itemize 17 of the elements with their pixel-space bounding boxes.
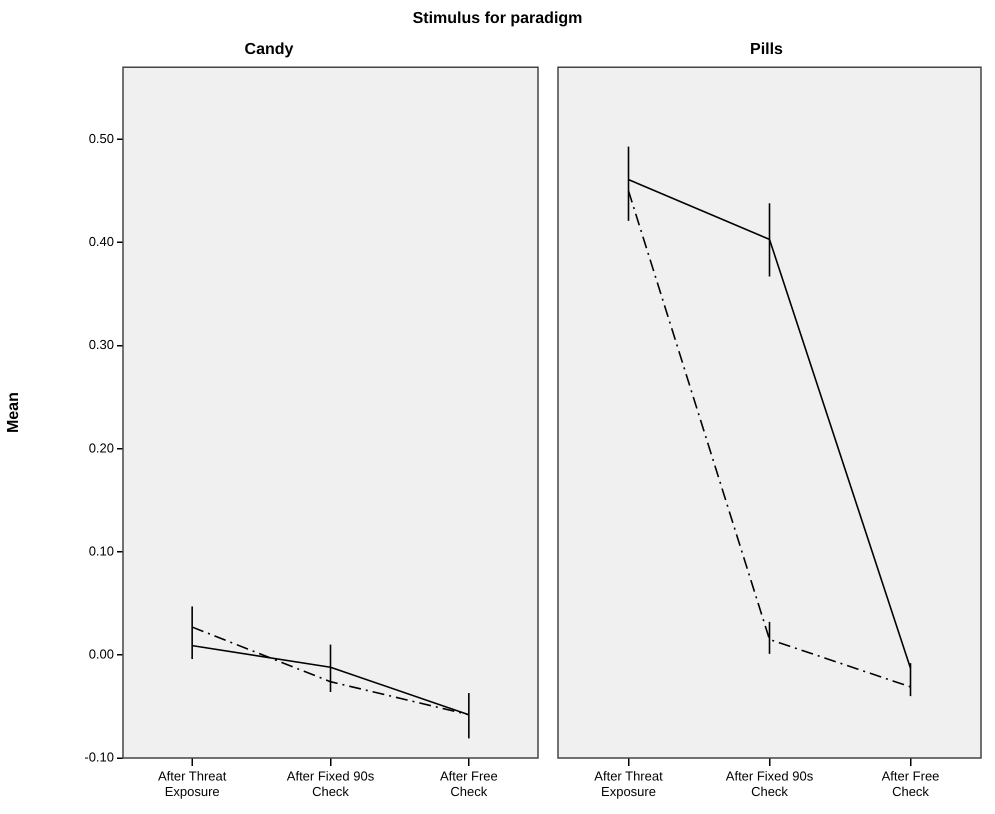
y-tick-label: 0.50 — [88, 130, 114, 146]
y-tick-label: 0.10 — [88, 543, 114, 558]
chart-title: Candy — [244, 41, 294, 58]
y-tick-label: 0.30 — [88, 337, 114, 352]
x-tick-label: After Threat Exposure — [158, 768, 227, 799]
x-tick-label: After Fixed 90s Check — [726, 768, 814, 799]
y-tick-label: -0.10 — [84, 750, 114, 765]
y-axis-title: Mean — [5, 392, 22, 434]
y-tick-label: 0.40 — [88, 234, 114, 250]
chart-title: Pills — [750, 41, 784, 58]
x-tick-label: After Threat Exposure — [594, 768, 664, 799]
y-tick-label: 0.00 — [88, 646, 114, 662]
y-tick-label: 0.20 — [88, 440, 114, 456]
x-tick-label: After Free Check — [882, 768, 940, 799]
text: Stimulus for paradigm — [412, 10, 584, 28]
x-tick-label: After Fixed 90s Check — [286, 768, 375, 799]
x-tick-label: After Free Check — [440, 768, 498, 799]
